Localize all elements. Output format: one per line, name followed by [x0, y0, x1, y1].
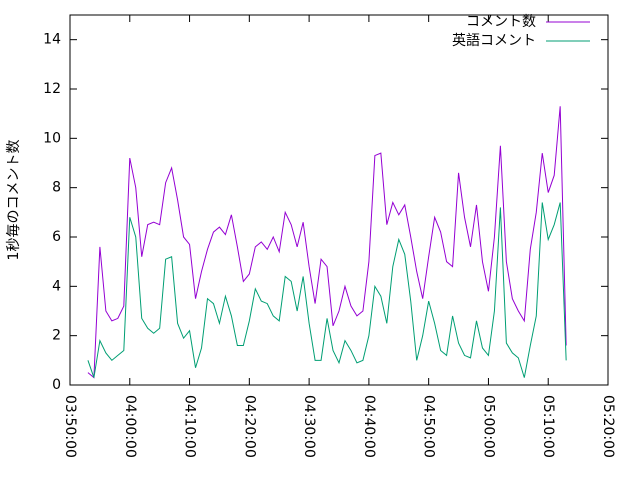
x-tick-label: 04:20:00: [241, 395, 257, 458]
x-tick-label: 04:40:00: [361, 395, 377, 458]
y-tick-label: 12: [43, 81, 61, 97]
legend-label: コメント数: [466, 14, 536, 30]
y-tick-label: 0: [52, 377, 61, 393]
x-tick-label: 04:30:00: [301, 395, 317, 458]
legend-label: 英語コメント: [452, 32, 536, 49]
y-tick-label: 8: [52, 180, 61, 196]
y-axis-label: 1秒毎のコメント数: [6, 140, 22, 261]
y-tick-label: 6: [52, 229, 61, 245]
y-tick-label: 2: [52, 328, 61, 344]
x-tick-label: 04:50:00: [421, 395, 437, 458]
x-tick-label: 04:10:00: [182, 395, 198, 458]
x-tick-label: 04:00:00: [122, 395, 138, 458]
y-tick-label: 4: [52, 278, 61, 294]
x-tick-label: 05:00:00: [480, 395, 496, 458]
series-line: [87, 106, 567, 379]
y-tick-label: 14: [43, 32, 61, 48]
y-tick-label: 10: [43, 130, 61, 146]
x-tick-label: 05:10:00: [540, 395, 556, 458]
series-line: [87, 202, 567, 378]
x-tick-label: 05:20:00: [600, 395, 616, 458]
x-tick-label: 03:50:00: [62, 395, 78, 458]
plot-border: [69, 14, 609, 386]
